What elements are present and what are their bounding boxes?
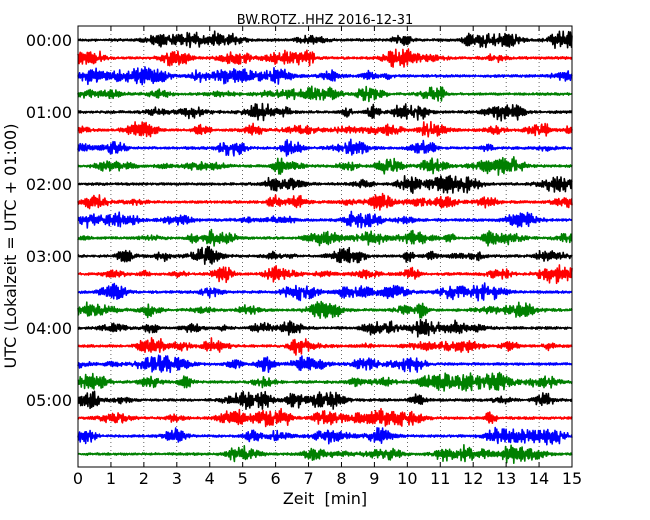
y-axis: 00:00 01:00 02:00 03:00 04:00 05:00 <box>26 31 83 410</box>
x-tick-label: 15 <box>562 469 582 488</box>
y-tick-label: 03:00 <box>26 247 72 266</box>
x-axis-label: Zeit [min] <box>283 489 367 508</box>
grid <box>110 26 540 467</box>
x-tick-label: 6 <box>271 469 281 488</box>
x-tick-label: 12 <box>463 469 483 488</box>
x-tick-label: 14 <box>529 469 549 488</box>
x-tick-label: 7 <box>303 469 313 488</box>
trace-12 <box>77 245 573 265</box>
trace-11 <box>77 228 573 247</box>
trace-18 <box>77 354 573 374</box>
trace-2 <box>77 66 573 86</box>
y-tick-label: 01:00 <box>26 103 72 122</box>
trace-7 <box>77 156 573 176</box>
trace-16 <box>77 318 573 338</box>
trace-23 <box>77 444 573 464</box>
x-tick-label: 9 <box>369 469 379 488</box>
x-tick-label: 3 <box>172 469 182 488</box>
trace-6 <box>77 138 573 157</box>
y-tick-label: 04:00 <box>26 319 72 338</box>
y-tick-label: 05:00 <box>26 391 72 410</box>
trace-21 <box>77 407 573 428</box>
x-tick-label: 0 <box>73 469 83 488</box>
trace-0 <box>77 30 573 49</box>
trace-15 <box>77 300 573 319</box>
trace-4 <box>77 102 573 122</box>
trace-10 <box>77 210 573 229</box>
x-tick-label: 2 <box>139 469 149 488</box>
x-axis: 0 1 2 3 4 5 6 7 8 9 10 11 12 13 14 15 <box>73 26 582 488</box>
y-tick-label: 02:00 <box>26 175 72 194</box>
trace-14 <box>77 282 573 302</box>
trace-8 <box>77 174 573 194</box>
x-tick-label: 4 <box>205 469 215 488</box>
x-tick-label: 10 <box>397 469 417 488</box>
x-tick-label: 5 <box>238 469 248 488</box>
plot-frame <box>77 25 573 468</box>
trace-1 <box>77 48 573 68</box>
x-tick-label: 11 <box>430 469 450 488</box>
trace-17 <box>77 337 573 356</box>
y-axis-label: UTC (Lokalzeit = UTC + 01:00) <box>1 124 20 369</box>
trace-13 <box>77 264 573 285</box>
chart-title: BW.ROTZ..HHZ 2016-12-31 <box>237 13 413 28</box>
trace-20 <box>77 390 573 410</box>
traces <box>77 30 573 464</box>
trace-9 <box>77 192 573 211</box>
y-tick-label: 00:00 <box>26 31 72 50</box>
x-tick-label: 13 <box>496 469 516 488</box>
trace-5 <box>77 120 573 138</box>
trace-3 <box>77 85 573 103</box>
trace-22 <box>77 426 573 446</box>
trace-19 <box>77 371 573 392</box>
x-tick-label: 8 <box>336 469 346 488</box>
x-tick-label: 1 <box>106 469 116 488</box>
